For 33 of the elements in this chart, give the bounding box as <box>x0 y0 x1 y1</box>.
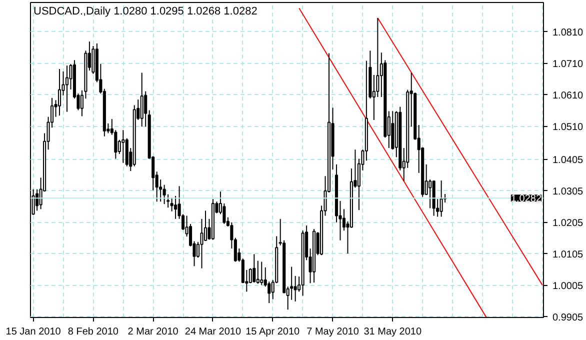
x-tick-label: 2 Mar 2010 <box>128 326 179 338</box>
x-tick-label: 7 May 2010 <box>306 326 360 338</box>
candlestick <box>174 195 178 220</box>
y-tick-label: 1.0810 <box>552 27 584 38</box>
candlestick <box>122 130 125 164</box>
y-tick-label: 1.0510 <box>552 122 584 133</box>
candlestick <box>294 275 297 302</box>
candlestick <box>65 65 69 112</box>
y-tick-label: 1.0710 <box>552 58 584 70</box>
candlestick <box>440 180 443 218</box>
candlestick <box>256 260 260 284</box>
candlestick <box>252 254 256 284</box>
chart-title: USDCAD.,Daily 1.0280 1.0295 1.0268 1.0282 <box>34 6 258 18</box>
candlestick <box>260 261 264 286</box>
y-tick-label: 1.0405 <box>552 154 584 166</box>
y-tick-label: 1.0005 <box>552 280 584 292</box>
candlestick <box>36 188 39 212</box>
y-tick-label: 0.9905 <box>552 312 584 324</box>
y-tick-label: 1.0305 <box>552 186 584 198</box>
y-tick-label: 1.0610 <box>552 90 584 102</box>
candlestick <box>140 72 144 128</box>
candlestick <box>58 68 62 116</box>
x-tick-label: 15 Jan 2010 <box>6 326 62 338</box>
candlestick <box>200 218 204 269</box>
candlestick <box>428 179 432 209</box>
x-tick-label: 24 Mar 2010 <box>184 326 242 338</box>
y-tick-label: 1.0105 <box>552 249 584 260</box>
x-tick-label: 15 Apr 2010 <box>246 326 300 338</box>
candlestick <box>162 184 166 205</box>
candlestick <box>204 210 208 242</box>
x-tick-label: 8 Feb 2010 <box>68 326 119 338</box>
x-tick-label: 31 May 2010 <box>364 326 422 338</box>
y-tick-label: 1.0205 <box>552 218 584 229</box>
